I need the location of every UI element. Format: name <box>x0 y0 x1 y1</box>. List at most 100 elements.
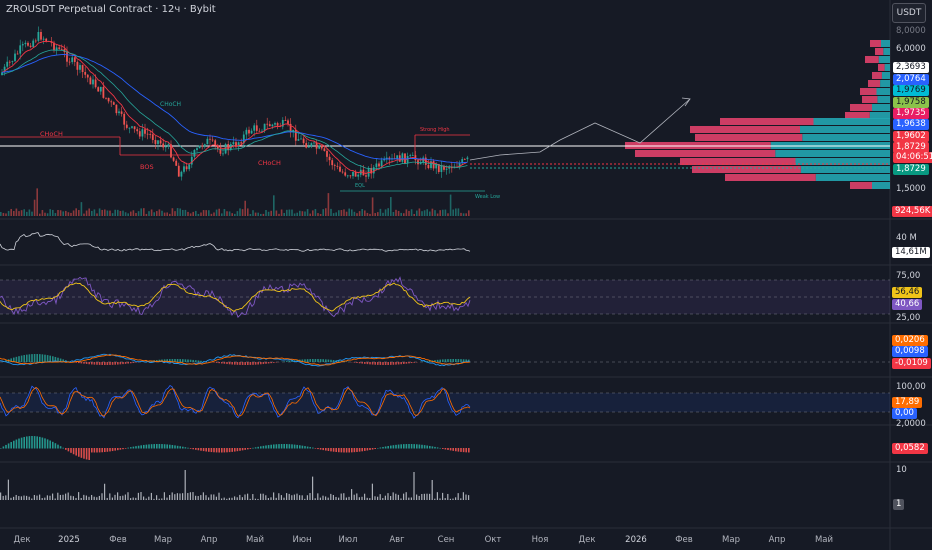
bottom-volume-bar <box>213 494 215 500</box>
macd-hist-bar <box>314 359 317 362</box>
bottom-volume-bar <box>98 495 100 500</box>
candle-body <box>448 166 451 169</box>
macd-hist-bar <box>104 362 106 365</box>
candle-body <box>94 79 97 88</box>
macd-hist-bar <box>130 362 132 364</box>
oscillator-bar <box>192 448 194 450</box>
rsi-ma-tag: 56,46 <box>892 287 923 298</box>
oscillator-bar <box>54 443 57 449</box>
macd-hist-bar <box>101 362 103 365</box>
bottom-volume-bar <box>410 497 412 500</box>
macd-hist-bar <box>286 361 288 362</box>
bottom-volume-bar <box>223 497 225 500</box>
volume-bar <box>377 212 379 216</box>
oscillator-bar <box>434 446 436 449</box>
bottom-volume-bar <box>395 493 397 500</box>
oscillator-bar <box>457 448 460 452</box>
oscillator-bar <box>210 448 213 453</box>
volume-bar <box>418 208 421 216</box>
macd-hist-bar <box>62 359 64 362</box>
volume-bar <box>106 210 109 216</box>
volume-bar <box>265 209 267 216</box>
volume-bar <box>442 209 444 216</box>
volume-bar <box>176 208 179 216</box>
volume-bar <box>465 213 467 216</box>
oscillator-bar <box>335 448 337 452</box>
candle-body <box>297 139 300 141</box>
candle-body <box>32 40 35 47</box>
macd-hist-bar <box>10 358 12 362</box>
macd-hist-bar <box>332 359 335 362</box>
volume-bar <box>332 213 335 216</box>
volume-bar <box>33 199 36 216</box>
macd-hist-bar <box>85 362 88 364</box>
volume-bar <box>317 213 319 216</box>
bottom-volume-bar <box>429 493 431 500</box>
oscillator-bar <box>205 448 207 452</box>
volume-bar <box>15 208 18 216</box>
volume-bar <box>405 209 408 216</box>
bottom-volume-bar <box>182 493 184 500</box>
volume-bar <box>447 213 449 216</box>
candle-body <box>274 123 276 125</box>
profile-bar-down <box>720 118 814 125</box>
oscillator-histogram <box>0 436 470 460</box>
volume-bar <box>397 210 400 216</box>
volume-bar <box>31 211 33 216</box>
candle-body <box>14 53 16 62</box>
bottom-volume-bar <box>208 497 210 500</box>
macd-hist-bar <box>405 362 408 364</box>
currency-button[interactable]: USDT <box>892 3 926 23</box>
bottom-volume-bar <box>218 492 220 500</box>
candle-body <box>131 126 133 128</box>
oscillator-bar <box>169 444 171 449</box>
bottom-volume-bar <box>317 493 319 500</box>
oscillator-bar <box>166 444 168 449</box>
volume-bar <box>254 212 257 216</box>
bottom-volume-bar <box>114 494 116 500</box>
volume-bar <box>306 209 309 216</box>
candle-body <box>227 143 230 150</box>
bottom-volume-bar <box>358 497 360 500</box>
oscillator-bar <box>416 444 418 449</box>
candle-body <box>167 144 170 147</box>
volume-bar <box>96 213 98 216</box>
macd-hist-bar <box>387 362 389 365</box>
candle-body <box>53 42 55 51</box>
bottom-volume-bar <box>67 492 69 500</box>
volume-bar <box>140 208 142 216</box>
macd-hist-bar <box>78 362 80 364</box>
candle-body <box>92 79 94 85</box>
bottom-volume-bar <box>280 495 282 500</box>
volume-bar <box>338 210 340 216</box>
macd-hist-bar <box>187 359 189 362</box>
macd-hist-bar <box>325 359 327 362</box>
candle-body <box>242 134 245 144</box>
choch-label: CHoCH <box>258 159 281 167</box>
oscillator-bar <box>468 448 470 453</box>
macd-hist-bar <box>364 362 366 364</box>
macd-hist-bar <box>215 362 218 363</box>
candle-body <box>89 77 92 85</box>
volume-bar <box>236 211 239 216</box>
bottom-volume-bar <box>377 496 379 500</box>
profile-bar-up <box>878 56 890 63</box>
price-tick-1-5: 1,5000 <box>896 184 926 194</box>
volume-bar <box>205 210 207 216</box>
bottom-volume-bar <box>54 498 56 500</box>
oscillator-bar <box>104 448 106 453</box>
candle-body <box>427 164 430 169</box>
volume-bar <box>7 210 10 216</box>
bottom-volume-bar <box>382 498 384 500</box>
candle-body <box>37 31 40 41</box>
volume-bar <box>104 209 106 216</box>
oscillator-bar <box>390 445 392 449</box>
volume-bar <box>85 210 88 216</box>
oscillator-bar <box>247 448 249 450</box>
oscillator-bar <box>462 448 465 453</box>
oscillator-bar <box>270 444 272 449</box>
volume-bar <box>273 195 275 216</box>
candle-body <box>102 86 105 98</box>
weak-low-label: Weak Low <box>475 194 501 200</box>
